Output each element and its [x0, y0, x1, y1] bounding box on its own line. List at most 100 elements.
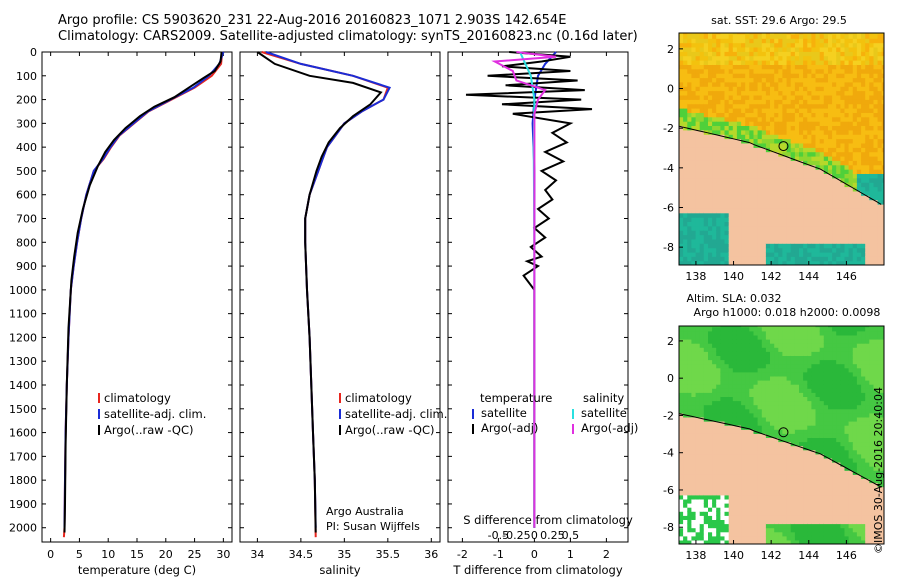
- sst-grid-cell: [786, 33, 792, 39]
- sla-grid-cell: [728, 503, 734, 508]
- sla-grid-cell: [716, 527, 721, 533]
- sla-grid-cell: [745, 334, 750, 340]
- sla-grid-cell: [778, 421, 783, 426]
- sst-grid-cell: [861, 81, 866, 87]
- sst-grid-cell: [844, 129, 850, 135]
- sla-grid-cell: [749, 486, 754, 492]
- sla-grid-cell: [753, 326, 759, 328]
- sla-grid-cell: [778, 527, 783, 533]
- salinity-xtick-label: 34: [250, 548, 264, 561]
- sla-grid-cell: [728, 363, 734, 369]
- sla-grid-cell: [745, 433, 750, 438]
- sst-grid-cell: [840, 221, 846, 227]
- sst-grid-cell: [869, 33, 874, 35]
- sst-grid-cell: [716, 190, 721, 196]
- sst-grid-cell: [761, 256, 767, 262]
- sla-grid-cell: [778, 457, 783, 463]
- sla-grid-cell: [794, 531, 800, 537]
- sst-grid-cell: [687, 103, 692, 109]
- sst-grid-cell: [745, 60, 750, 65]
- sla-grid-cell: [819, 482, 825, 488]
- sst-grid-cell: [703, 151, 709, 157]
- sla-grid-cell: [757, 535, 763, 541]
- sst-grid-cell: [703, 160, 709, 166]
- sst-grid-cell: [873, 116, 879, 122]
- sla-grid-cell: [695, 515, 701, 520]
- sla-grid-cell: [741, 478, 746, 484]
- sla-grid-cell: [741, 519, 746, 525]
- sst-grid-cell: [699, 129, 705, 135]
- sst-grid-cell: [803, 160, 808, 166]
- salinity-annotation: PI: Susan Wijffels: [326, 520, 420, 533]
- sst-grid-cell: [823, 251, 829, 257]
- sst-grid-cell: [786, 203, 792, 209]
- sla-grid-cell: [790, 470, 796, 475]
- sst-grid-cell: [703, 247, 709, 253]
- sla-grid-cell: [807, 507, 812, 512]
- sst-grid-cell: [716, 177, 721, 183]
- sla-grid-cell: [741, 408, 746, 414]
- sla-grid-cell: [699, 396, 705, 402]
- sla-grid-cell: [794, 396, 800, 402]
- sla-grid-cell: [691, 396, 697, 402]
- sla-grid-cell: [724, 433, 730, 438]
- sst-grid-cell: [823, 81, 829, 87]
- sst-grid-cell: [881, 203, 884, 209]
- sla-grid-cell: [699, 470, 705, 475]
- sst-grid-cell: [712, 142, 717, 148]
- sst-grid-cell: [799, 203, 804, 209]
- sst-grid-cell: [794, 73, 800, 79]
- sst-grid-cell: [749, 230, 754, 236]
- sst-grid-cell: [699, 77, 705, 83]
- sst-grid-cell: [869, 33, 874, 39]
- sla-grid-cell: [683, 474, 688, 479]
- sst-grid-cell: [687, 121, 692, 126]
- sst-grid-cell: [724, 33, 730, 39]
- sst-grid-cell: [703, 208, 709, 214]
- sst-grid-cell: [720, 243, 726, 249]
- sla-grid-cell: [720, 511, 726, 516]
- sla-grid-cell: [794, 363, 800, 369]
- sla-grid-cell: [679, 433, 684, 438]
- sla-grid-cell: [741, 404, 746, 410]
- sst-grid-cell: [679, 33, 684, 39]
- sst-grid-cell: [703, 225, 709, 231]
- sst-grid-cell: [840, 142, 846, 148]
- sst-grid-cell: [741, 33, 746, 35]
- sst-grid-cell: [840, 99, 846, 105]
- sst-grid-cell: [782, 243, 788, 249]
- sst-grid-cell: [720, 212, 726, 218]
- sla-grid-cell: [703, 503, 709, 508]
- sla-grid-cell: [679, 421, 684, 426]
- sst-grid-cell: [811, 73, 817, 79]
- sla-grid-cell: [745, 453, 750, 459]
- sst-grid-cell: [691, 129, 697, 135]
- sst-grid-cell: [786, 81, 792, 87]
- sst-grid-cell: [815, 33, 821, 35]
- sla-grid-cell: [757, 523, 763, 529]
- sla-grid-cell: [765, 466, 771, 471]
- sst-grid-cell: [720, 86, 726, 92]
- sst-grid-cell: [782, 142, 788, 148]
- legend-label: Argo(..raw -QC): [104, 423, 194, 437]
- sst-grid-cell: [836, 147, 841, 153]
- sst-grid-cell: [683, 86, 688, 92]
- sla-grid-cell: [720, 494, 726, 500]
- sst-grid-cell: [873, 147, 879, 153]
- sla-grid-cell: [699, 466, 705, 471]
- sst-grid-cell: [757, 112, 763, 118]
- sst-grid-cell: [712, 173, 717, 179]
- sst-grid-cell: [741, 186, 746, 192]
- sst-grid-cell: [865, 116, 870, 122]
- sst-grid-cell: [819, 86, 825, 92]
- sla-grid-cell: [782, 470, 788, 475]
- sla-grid-cell: [778, 478, 783, 484]
- sst-grid-cell: [865, 256, 870, 262]
- sla-grid-cell: [832, 515, 837, 520]
- sst-grid-cell: [823, 94, 829, 100]
- sst-grid-cell: [865, 238, 870, 244]
- sla-grid-cell: [815, 408, 821, 414]
- sst-grid-cell: [720, 81, 726, 87]
- sst-grid-cell: [852, 103, 858, 109]
- sla-grid-cell: [790, 457, 796, 463]
